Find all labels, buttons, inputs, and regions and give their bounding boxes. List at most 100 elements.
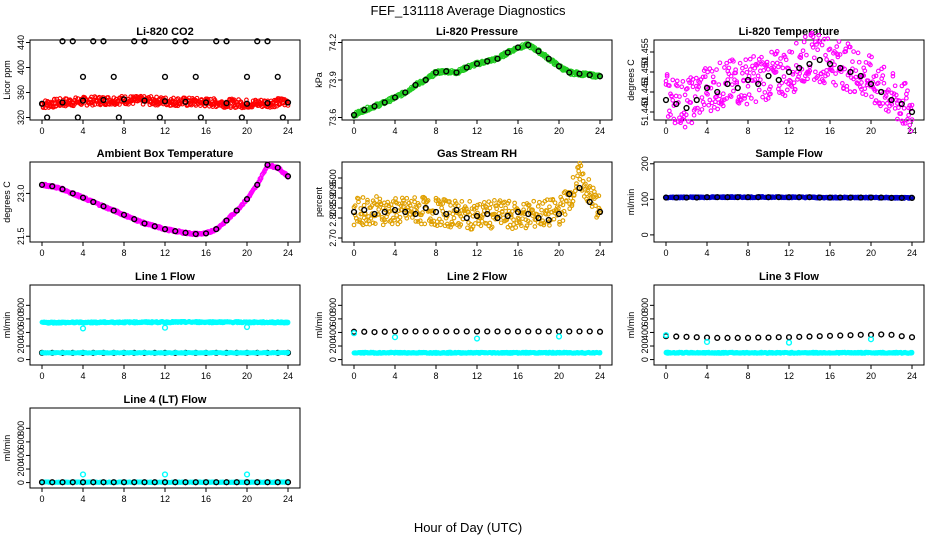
data-point — [716, 82, 722, 87]
data-point — [361, 202, 367, 208]
data-point — [161, 226, 169, 233]
data-point — [703, 194, 711, 201]
data-point — [350, 111, 358, 119]
data-point — [779, 80, 785, 86]
data-point — [459, 199, 465, 204]
series — [44, 114, 286, 121]
data-point — [264, 100, 271, 107]
data-point — [385, 199, 391, 205]
data-point — [863, 92, 869, 98]
data-point — [769, 49, 774, 55]
data-point — [800, 48, 806, 54]
data-point — [827, 46, 833, 52]
figure-title: FEF_131118 Average Diagnostics — [370, 3, 566, 18]
data-point — [484, 58, 491, 65]
data-point — [379, 217, 385, 222]
data-point — [908, 334, 916, 341]
data-point — [379, 214, 385, 220]
data-point — [596, 193, 602, 199]
series — [39, 318, 291, 326]
data-point — [517, 221, 523, 226]
data-point — [545, 328, 552, 335]
series — [39, 479, 291, 485]
data-point — [807, 64, 813, 70]
data-point — [847, 44, 853, 50]
data-point — [551, 216, 557, 222]
data-point — [243, 100, 251, 107]
data-point — [499, 209, 505, 215]
y-tick-label: 400 — [16, 60, 26, 75]
data-point — [734, 84, 741, 92]
data-point — [702, 66, 708, 71]
data-point — [790, 71, 796, 77]
data-point — [773, 51, 779, 57]
data-point — [387, 208, 393, 214]
x-tick-label: 12 — [784, 371, 794, 381]
series — [663, 349, 915, 356]
data-point — [586, 177, 592, 182]
data-point — [667, 83, 672, 89]
x-tick-label: 0 — [663, 371, 668, 381]
data-point — [437, 216, 442, 222]
y-tick-label: 23.0 — [16, 185, 26, 203]
data-point — [784, 87, 790, 93]
data-point — [819, 42, 825, 48]
data-point — [570, 174, 576, 180]
data-point — [597, 350, 603, 356]
data-point — [678, 120, 683, 126]
data-point — [223, 38, 230, 45]
series — [351, 41, 603, 119]
x-tick-label: 12 — [472, 248, 482, 258]
data-point — [806, 194, 813, 201]
data-point — [729, 82, 735, 87]
data-point — [867, 194, 875, 201]
data-point — [555, 63, 563, 70]
data-point — [110, 73, 117, 80]
data-point — [541, 222, 547, 228]
data-point — [161, 73, 169, 80]
data-point — [869, 94, 874, 100]
data-point — [38, 181, 46, 188]
data-point — [541, 220, 547, 226]
data-point — [458, 213, 464, 219]
data-point — [432, 69, 440, 76]
data-point — [391, 328, 399, 335]
data-point — [59, 38, 66, 45]
data-point — [898, 111, 904, 117]
data-point — [825, 72, 831, 77]
x-tick-label: 8 — [121, 126, 126, 136]
y-tick-label: 51.455 — [640, 38, 650, 66]
data-point — [415, 219, 421, 224]
data-point — [238, 99, 244, 105]
data-point — [581, 194, 587, 199]
data-point — [662, 194, 670, 201]
data-point — [901, 105, 907, 111]
data-point — [761, 81, 767, 87]
data-point — [826, 60, 834, 68]
data-point — [559, 197, 565, 202]
data-point — [832, 62, 837, 68]
data-point — [724, 80, 731, 88]
data-point — [708, 108, 714, 114]
data-point — [743, 64, 749, 69]
data-point — [519, 223, 524, 229]
data-point — [590, 185, 596, 191]
data-point — [833, 71, 838, 76]
data-point — [422, 204, 429, 212]
data-point — [161, 324, 169, 331]
data-point — [357, 217, 362, 223]
y-tick-label: 0 — [16, 357, 26, 362]
data-point — [512, 200, 517, 206]
x-tick-label: 4 — [392, 126, 397, 136]
data-point — [279, 114, 286, 121]
data-point — [865, 78, 871, 84]
data-point — [370, 220, 376, 226]
y-tick-label: 200 — [640, 339, 650, 354]
data-point — [770, 60, 776, 66]
data-point — [693, 75, 699, 81]
data-point — [583, 181, 588, 187]
data-point — [693, 96, 700, 104]
data-point — [798, 55, 804, 61]
x-tick-label: 12 — [472, 126, 482, 136]
